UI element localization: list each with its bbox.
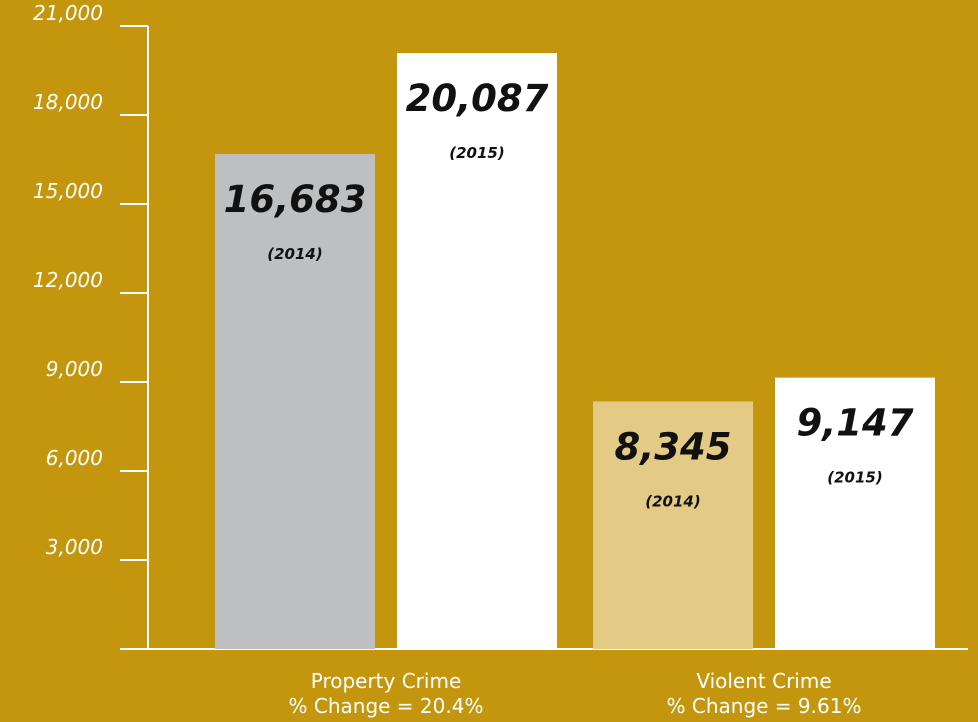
y-tick-label: 3,000 — [46, 535, 103, 559]
category-label: Property Crime — [311, 669, 462, 693]
bar-value-label: 16,683 — [224, 178, 367, 221]
bar-value-label: 8,345 — [614, 425, 731, 468]
category-label: Violent Crime — [696, 669, 831, 693]
y-tick-label: 9,000 — [46, 357, 103, 381]
y-tick-label: 12,000 — [33, 268, 103, 292]
bar — [215, 154, 375, 650]
bar-value-label: 20,087 — [406, 77, 549, 120]
y-tick-label: 21,000 — [33, 1, 103, 25]
y-tick-label: 6,000 — [46, 446, 103, 470]
bar — [775, 377, 935, 649]
category-change-label: % Change = 20.4% — [289, 694, 484, 718]
bar-year-label: (2015) — [827, 469, 882, 487]
bar-year-label: (2014) — [267, 245, 322, 263]
y-tick-label: 15,000 — [33, 179, 103, 203]
y-tick-label: 18,000 — [33, 90, 103, 114]
bar — [397, 53, 557, 649]
category-change-label: % Change = 9.61% — [667, 694, 862, 718]
bar — [593, 401, 753, 649]
bar-year-label: (2015) — [449, 144, 504, 162]
bar-value-label: 9,147 — [796, 402, 913, 445]
bar-year-label: (2014) — [645, 492, 700, 510]
